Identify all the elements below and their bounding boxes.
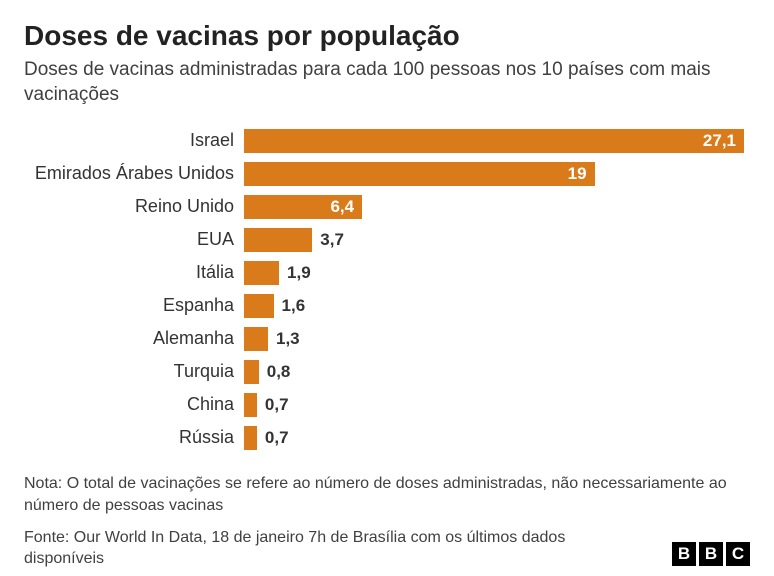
country-label: EUA [24,229,244,250]
bar: 19 [244,162,595,186]
bar [244,228,312,252]
bar [244,327,268,351]
bar [244,360,259,384]
bar-row: Reino Unido 6,4 [24,191,750,222]
country-label: China [24,394,244,415]
country-label: Turquia [24,361,244,382]
bar-area: 0,8 [244,360,750,384]
chart-source: Fonte: Our World In Data, 18 de janeiro … [24,527,614,570]
bar: 6,4 [244,195,362,219]
bar-row: Israel 27,1 [24,125,750,156]
country-label: Espanha [24,295,244,316]
chart-subtitle: Doses de vacinas administradas para cada… [24,58,750,107]
logo-letter: B [699,542,723,566]
bar-area: 6,4 [244,195,750,219]
value-label: 6,4 [322,197,354,217]
bar-area: 1,3 [244,327,750,351]
value-label: 1,9 [279,263,311,283]
logo-letter: C [726,542,750,566]
country-label: Emirados Árabes Unidos [24,163,244,184]
bar [244,294,274,318]
bar-area: 0,7 [244,393,750,417]
chart-title: Doses de vacinas por população [24,20,750,52]
value-label: 27,1 [695,131,736,151]
country-label: Reino Unido [24,196,244,217]
bar-row: Alemanha 1,3 [24,323,750,354]
bar-row: EUA 3,7 [24,224,750,255]
bar-row: China 0,7 [24,389,750,420]
bar [244,393,257,417]
bar-area: 19 [244,162,750,186]
value-label: 3,7 [312,230,344,250]
bar-row: Rússia 0,7 [24,422,750,453]
bar-row: Espanha 1,6 [24,290,750,321]
logo-letter: B [672,542,696,566]
bar-row: Itália 1,9 [24,257,750,288]
value-label: 0,7 [257,395,289,415]
bar-area: 3,7 [244,228,750,252]
value-label: 0,7 [257,428,289,448]
chart-footer: Fonte: Our World In Data, 18 de janeiro … [24,527,750,570]
country-label: Rússia [24,427,244,448]
country-label: Israel [24,130,244,151]
bar-chart: Israel 27,1 Emirados Árabes Unidos 19 Reino … [24,125,750,453]
value-label: 0,8 [259,362,291,382]
value-label: 19 [560,164,587,184]
bbc-logo: BBC [672,542,750,570]
bar: 27,1 [244,129,744,153]
value-label: 1,3 [268,329,300,349]
bar-row: Emirados Árabes Unidos 19 [24,158,750,189]
bar-area: 1,6 [244,294,750,318]
bar-row: Turquia 0,8 [24,356,750,387]
chart-note: Nota: O total de vacinações se refere ao… [24,473,750,516]
bar-area: 1,9 [244,261,750,285]
bar [244,426,257,450]
bar-area: 27,1 [244,129,750,153]
value-label: 1,6 [274,296,306,316]
bar-area: 0,7 [244,426,750,450]
bar [244,261,279,285]
country-label: Itália [24,262,244,283]
country-label: Alemanha [24,328,244,349]
